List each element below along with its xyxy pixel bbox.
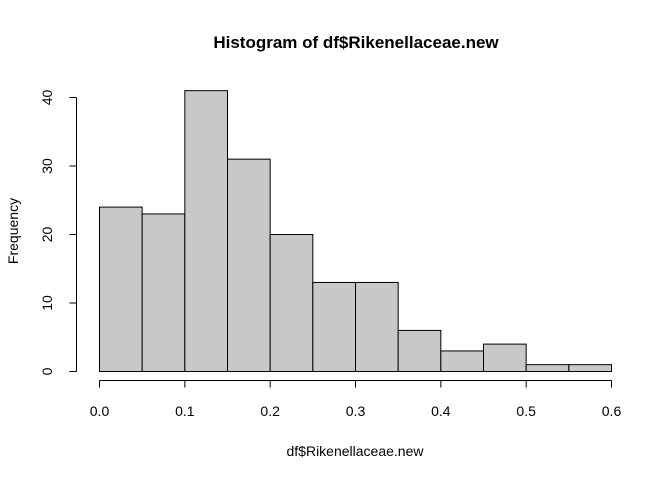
histogram-bar [184, 90, 228, 373]
bars-group [99, 90, 612, 373]
x-tick-label: 0.2 [260, 403, 280, 419]
x-tick-label: 0.1 [175, 403, 195, 419]
histogram-bar [227, 158, 271, 372]
x-axis: 0.0 0.1 0.2 0.3 0.4 0.5 0.6 [90, 380, 622, 419]
histogram-bar [440, 350, 485, 373]
y-axis: 0 10 20 30 40 [39, 90, 77, 375]
y-tick-label: 20 [39, 227, 55, 243]
histogram-bar [397, 329, 442, 372]
x-tick-label: 0.6 [602, 403, 622, 419]
histogram-bar [568, 364, 612, 372]
x-tick-label: 0.4 [431, 403, 451, 419]
x-tick-label: 0.3 [346, 403, 366, 419]
x-axis-label: df$Rikenellaceae.new [287, 443, 425, 459]
histogram-bar [269, 234, 314, 372]
y-tick-label: 30 [39, 158, 55, 174]
y-tick-label: 40 [39, 90, 55, 106]
histogram-bar [483, 343, 527, 373]
y-axis-label: Frequency [5, 198, 21, 264]
chart-title: Histogram of df$Rikenellaceae.new [213, 33, 499, 52]
y-tick-label: 10 [39, 295, 55, 311]
histogram-bar [355, 281, 399, 373]
histogram-bar [99, 206, 143, 372]
histogram-bar [525, 364, 570, 372]
x-tick-label: 0.0 [90, 403, 110, 419]
y-tick-label: 0 [39, 367, 55, 375]
x-tick-label: 0.5 [516, 403, 536, 419]
histogram-bar [312, 281, 357, 373]
histogram-bar [141, 213, 186, 372]
